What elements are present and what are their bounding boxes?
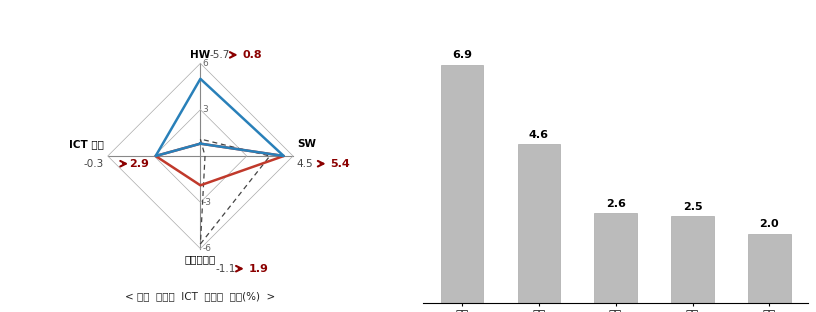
Bar	[517, 144, 560, 303]
Text: SW: SW	[297, 139, 316, 149]
Text: 3: 3	[202, 105, 208, 114]
Text: 1.9: 1.9	[248, 264, 268, 274]
Bar	[672, 217, 714, 303]
Text: 2.0: 2.0	[760, 220, 779, 230]
Bar	[441, 65, 483, 303]
Text: -6: -6	[202, 244, 211, 253]
Text: 2.9: 2.9	[130, 159, 149, 169]
Text: 5.4: 5.4	[330, 159, 350, 169]
Text: < 주요  분야별  ICT  성장률  전망(%)  >: < 주요 분야별 ICT 성장률 전망(%) >	[126, 291, 276, 301]
Text: -1.1: -1.1	[215, 264, 236, 274]
Text: 6.9: 6.9	[452, 51, 472, 61]
Bar	[595, 213, 636, 303]
Text: 6: 6	[202, 59, 208, 68]
Text: 2.6: 2.6	[605, 199, 626, 209]
Text: 0.8: 0.8	[242, 50, 262, 60]
Bar	[748, 234, 791, 303]
Text: -5.7: -5.7	[210, 50, 230, 60]
Text: 2.5: 2.5	[683, 202, 703, 212]
Text: 4.6: 4.6	[529, 130, 548, 140]
Text: ICT 전체: ICT 전체	[69, 139, 104, 149]
Text: HW: HW	[190, 50, 211, 60]
Text: -3: -3	[202, 198, 211, 207]
Text: 통신서비스: 통신서비스	[184, 254, 216, 264]
Text: 4.5: 4.5	[297, 159, 313, 169]
Text: -0.3: -0.3	[84, 159, 104, 169]
